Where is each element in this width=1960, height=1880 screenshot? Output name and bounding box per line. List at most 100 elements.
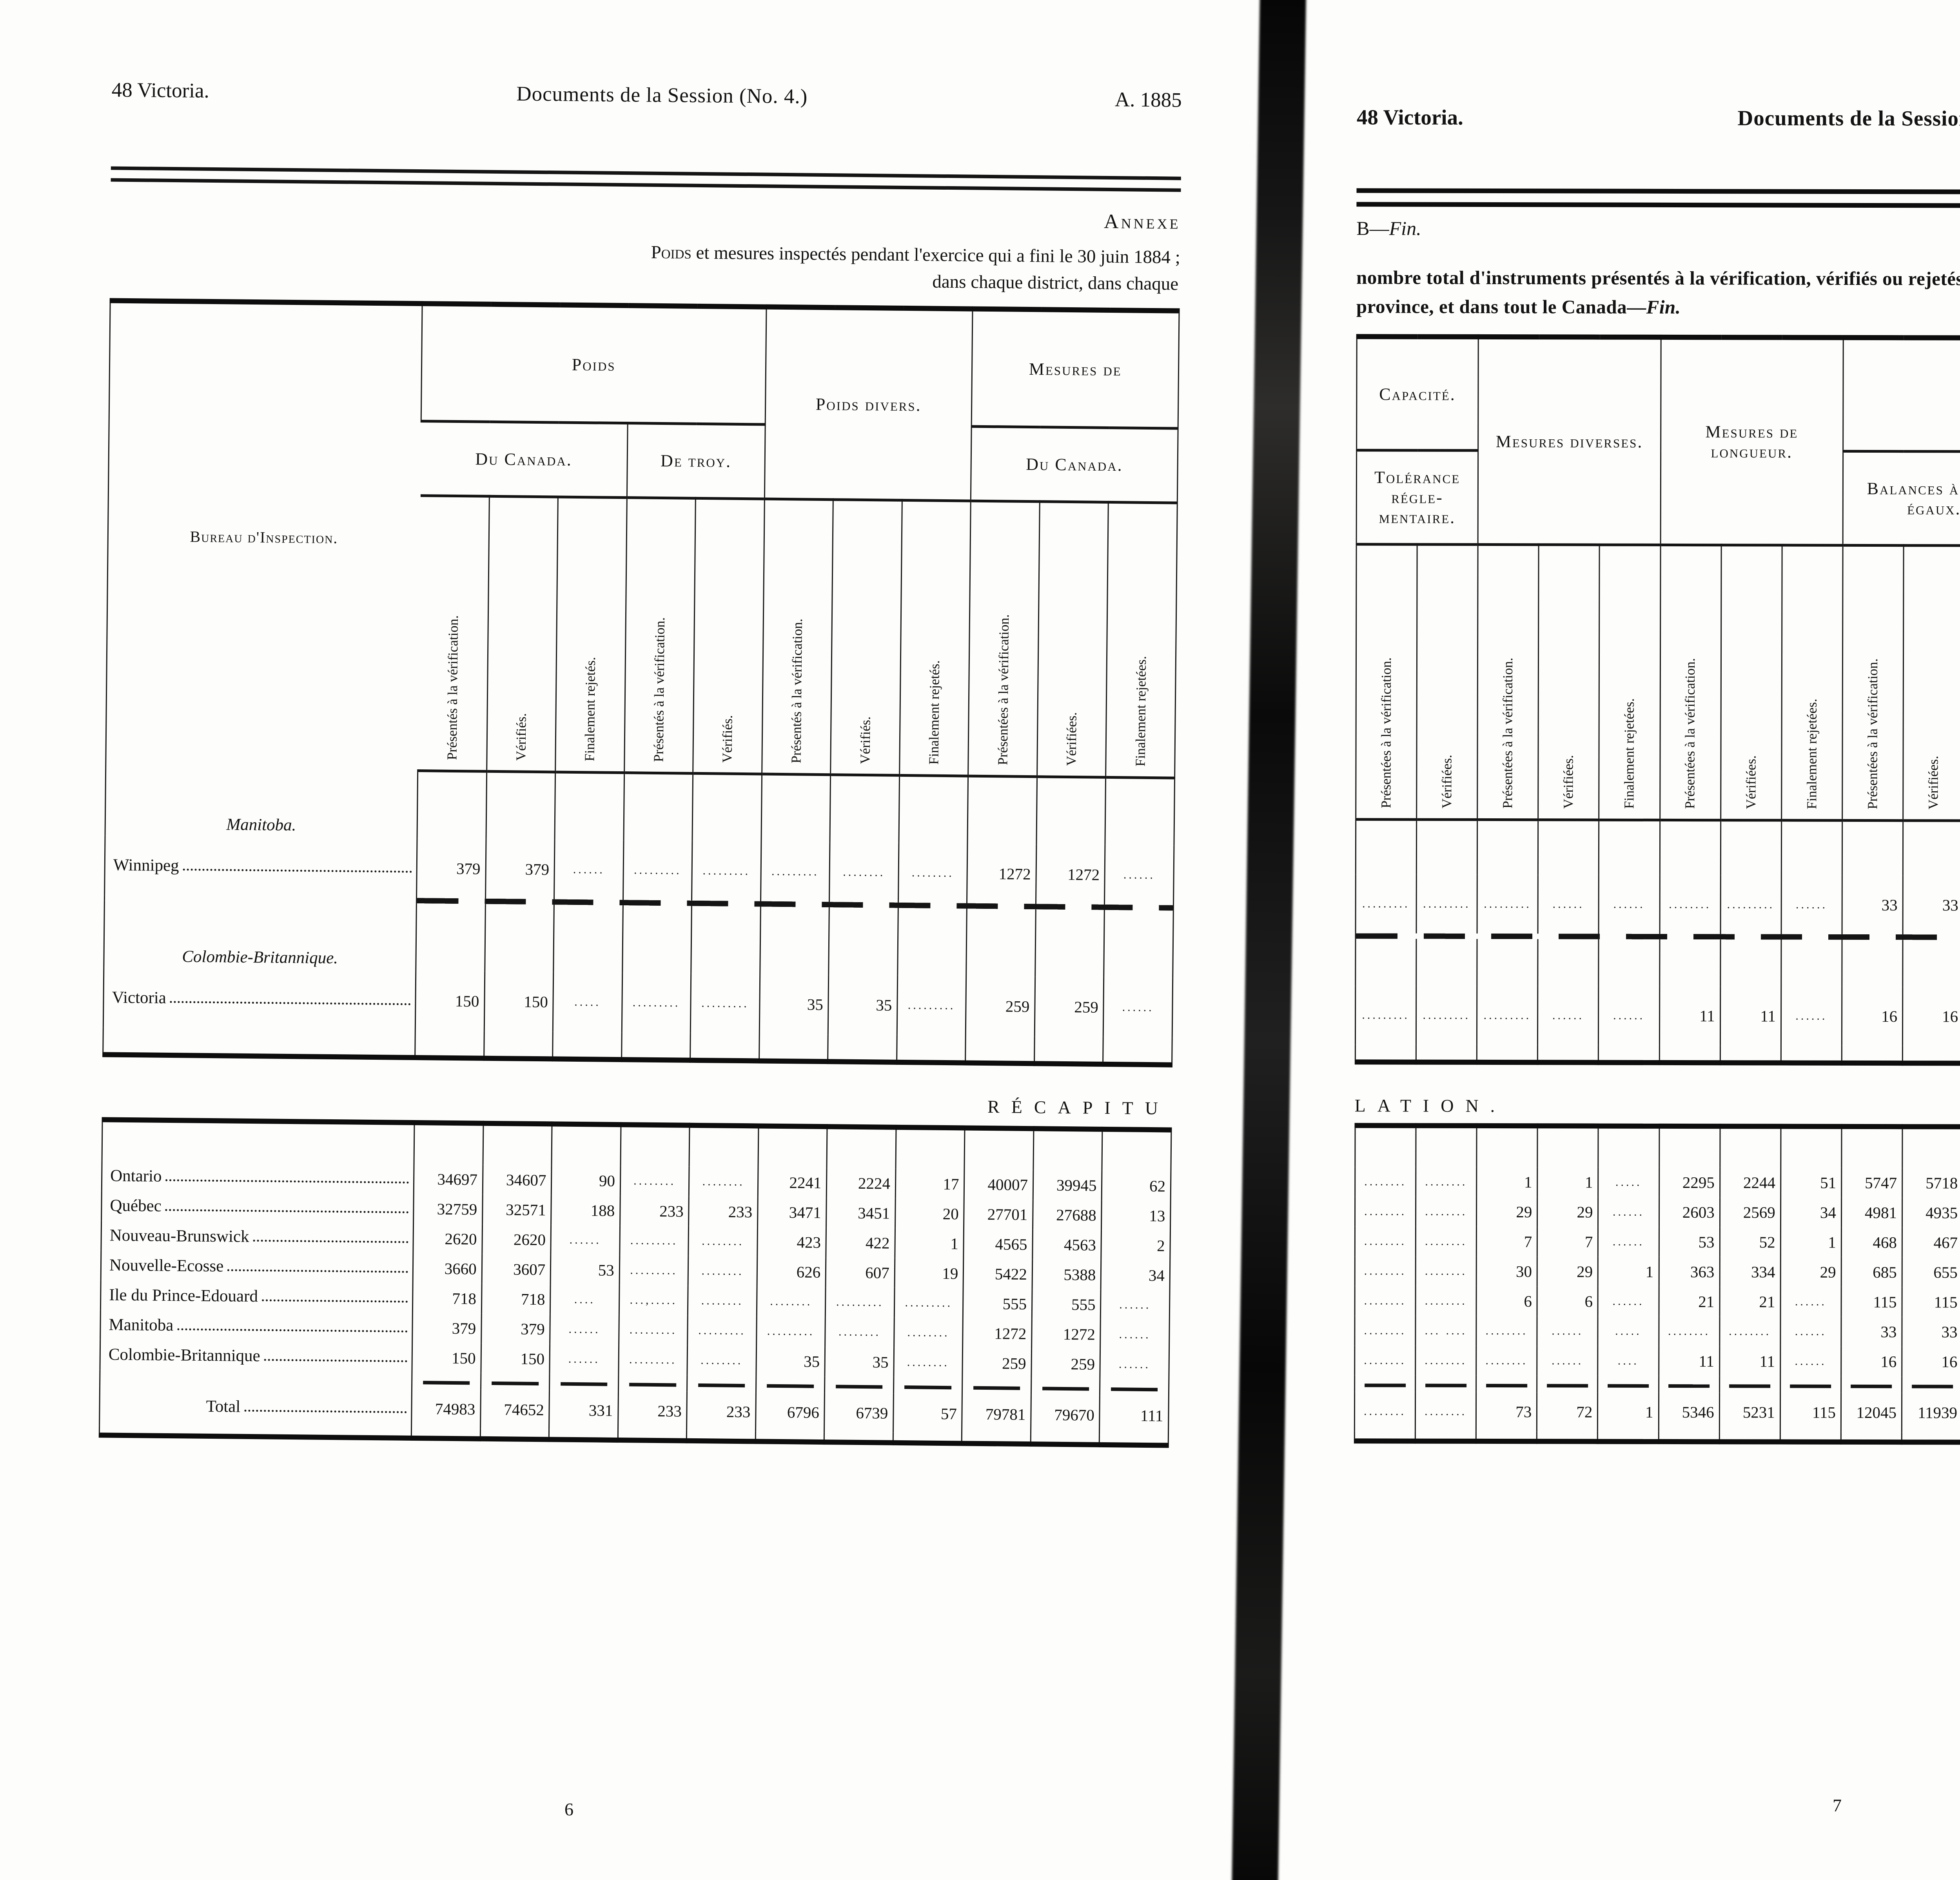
row-label-text: Victoria [112,988,167,1008]
rotated-column-header: Présentées à la vérification. [1842,545,1904,821]
value-cell: 2224 [826,1168,896,1198]
value-cell: 2569 [1720,1197,1781,1227]
spacer-cell [1099,1434,1169,1446]
right-inspection-table: Capacité. Mesures diverses. Mesures de lon… [1354,334,1960,1067]
rotated-column-header: Présentés à la vérification. [417,495,490,772]
column-header-label: Présentées à la vérification. [995,614,1012,765]
spacer-cell [1841,1432,1902,1442]
empty-dotted-cell: ........ [1416,1286,1477,1316]
value-cell: 467 [1902,1227,1960,1258]
value-cell: 27688 [1033,1199,1102,1230]
empty-dotted-cell: ..... [1598,1316,1659,1346]
value-cell: 35 [756,1346,825,1376]
value-cell: 1272 [967,843,1036,904]
spacer-cell [1780,1432,1841,1442]
left-inspection-table: Bureau d'Inspection. Poids Poids divers. Me… [102,298,1180,1068]
row-label-text: Nouveau-Brunswick [109,1226,249,1246]
empty-dotted-cell: ......... [623,840,693,901]
value-cell: 72 [1537,1392,1598,1432]
row-label-text: Nouvelle-Ecosse [109,1256,224,1276]
value-cell: 21 [1659,1286,1720,1316]
leader-dots [261,1299,408,1303]
table-row: ........................................… [1356,874,1960,935]
spacer-cell [1658,1431,1720,1442]
column-header-label: Vérifiées. [1561,755,1576,809]
value-cell: 423 [757,1227,826,1257]
rotated-column-header: Finalement rejetées. [1781,545,1843,821]
empty-dotted-cell: ......... [897,975,967,1036]
empty-dotted-cell: ...... [1598,1197,1659,1227]
value-cell: 29 [1780,1257,1842,1287]
header-group-row: Bureau d'Inspection. Poids Poids divers. Me… [109,301,1180,547]
section-empty-cell [1035,909,1105,977]
rotated-column-header: Vérifiées. [1903,545,1960,821]
empty-dotted-cell: ........ [1416,1197,1477,1227]
spacer-cell [1537,1431,1598,1442]
value-cell: 233 [620,1195,689,1226]
empty-dotted-cell: .... [550,1284,619,1315]
empty-dotted-cell: ........ [688,1256,757,1287]
value-cell: 1 [895,1228,964,1259]
spacer-cell [414,1122,483,1165]
empty-dotted-cell: ...... [1538,874,1599,934]
section-empty-cell [761,774,831,842]
total-rule-dash [1790,1384,1831,1388]
total-rule-cell [893,1377,963,1394]
spacer-cell [483,1123,552,1166]
value-cell: 379 [412,1313,482,1343]
value-cell: 7 [1476,1226,1537,1256]
value-cell: 233 [686,1391,756,1432]
value-cell: 655 [1902,1257,1960,1287]
table-row: ................302913633342968565530172… [1355,1256,1960,1288]
spacer-cell [964,1128,1034,1170]
row-label-text: Québec [110,1196,162,1216]
value-cell: 79670 [1031,1394,1100,1435]
value-cell: 363 [1659,1256,1720,1287]
spacer-cell [411,1428,481,1439]
table-head: Bureau d'Inspection. Poids Poids divers. Me… [106,301,1180,778]
value-cell: 150 [481,1343,550,1374]
right-header-rule [1356,188,1960,209]
total-rule-cell [1537,1375,1598,1392]
value-cell: 2244 [1720,1167,1781,1198]
empty-dotted-cell: ........ [829,842,899,903]
binding-gutter [1231,0,1307,1880]
value-cell: 33 [1903,875,1960,935]
value-cell: 115 [1780,1392,1841,1432]
empty-dotted-cell: ........ [688,1285,757,1316]
spacer-cell [1537,1126,1599,1168]
section-empty-cell [897,908,967,976]
spacer-cell [1356,939,1416,986]
total-rule-cell [412,1372,481,1390]
rotated-column-header: Finalement rejetées. [1599,545,1661,820]
spacer-cell [1354,1431,1415,1441]
value-cell: 1 [1537,1167,1599,1197]
value-cell: 468 [1841,1227,1902,1257]
total-rule-cell [962,1378,1031,1395]
value-cell: 4935 [1902,1197,1960,1228]
value-cell: 6739 [824,1392,894,1433]
table-body: ................ 1 1..... 2295 2244 51 5747 571… [1354,1126,1960,1443]
section-label-b: B—Fin. [1356,217,1421,239]
subgroup-tolerance: Tolérance régle- mentaire. [1356,450,1478,545]
caption-line1: nombre total d'instruments présentés à l… [1356,266,1960,290]
rotated-column-header: Présentées à la vérification. [1477,544,1539,820]
value-cell: 1 [1476,1167,1538,1197]
rotated-column-header: Présentées à la vérification. [1660,545,1721,820]
spacer-cell [1902,1126,1960,1168]
column-header-label: Présentées à la vérification. [1682,658,1698,809]
empty-dotted-cell: ......... [619,1314,688,1345]
value-cell: 379 [416,838,486,899]
section-empty-cell [555,772,624,840]
rotated-column-header: Finalement rejetées. [1106,502,1178,778]
section-header-row: Colombie-Britannique. [104,900,1174,978]
value-cell: 74652 [480,1389,550,1430]
column-header-label: Finalement rejetées. [1621,698,1637,809]
empty-dotted-cell: ......... [622,972,691,1033]
spacer-cell [1659,1126,1720,1168]
empty-dotted-cell: ........ [689,1166,758,1197]
spacer-cell [1599,939,1660,986]
rotated-column-header: Présentées à la vérification. [968,501,1040,777]
group-header-poids: Poids [421,303,766,425]
value-cell: 16 [1902,1346,1960,1377]
